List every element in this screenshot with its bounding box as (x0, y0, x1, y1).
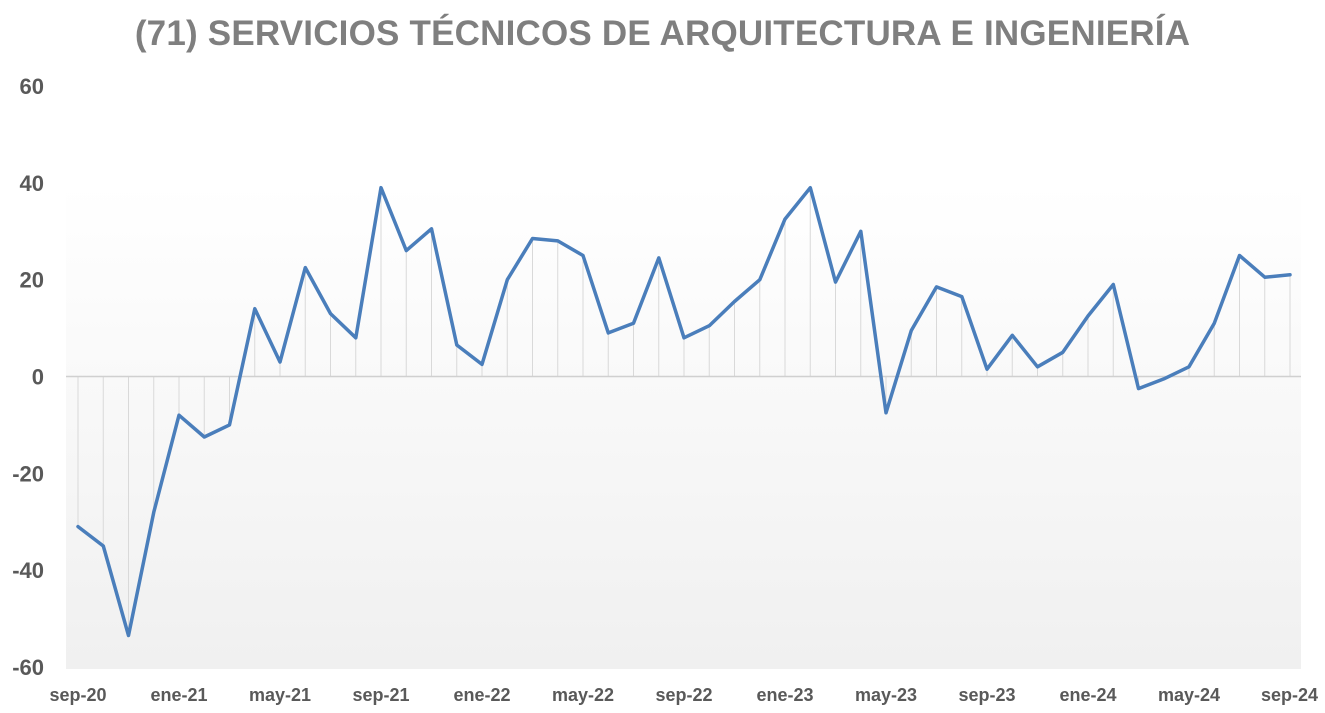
x-tick-label: sep-20 (49, 685, 106, 705)
x-tick-label: ene-22 (453, 685, 510, 705)
y-tick-label: 0 (32, 365, 44, 390)
series-line (76, 185, 1292, 638)
y-tick-label: 40 (20, 171, 44, 196)
x-tick-label: sep-24 (1261, 685, 1318, 705)
x-tick-label: ene-23 (756, 685, 813, 705)
y-tick-label: -20 (12, 461, 44, 486)
x-axis-ticks: sep-20 ene-21 may-21 sep-21 ene-22 may-22 sep-… (49, 685, 1318, 705)
y-tick-label: 60 (20, 74, 44, 99)
x-tick-label: sep-21 (352, 685, 409, 705)
x-tick-label: may-22 (552, 685, 614, 705)
x-tick-label: may-23 (855, 685, 917, 705)
y-tick-label: -60 (12, 655, 44, 680)
y-axis-ticks: 60 40 20 0 -20 -40 -60 (12, 74, 44, 680)
x-tick-label: may-21 (249, 685, 311, 705)
x-tick-label: ene-24 (1059, 685, 1116, 705)
drop-lines (77, 187, 1291, 636)
y-tick-label: -40 (12, 558, 44, 583)
chart-title: (71) SERVICIOS TÉCNICOS DE ARQUITECTURA … (134, 14, 1191, 53)
y-tick-label: 20 (20, 268, 44, 293)
plot-area (66, 184, 1301, 669)
x-tick-label: sep-23 (958, 685, 1015, 705)
x-tick-label: sep-22 (655, 685, 712, 705)
x-tick-label: may-24 (1158, 685, 1220, 705)
x-tick-label: ene-21 (150, 685, 207, 705)
